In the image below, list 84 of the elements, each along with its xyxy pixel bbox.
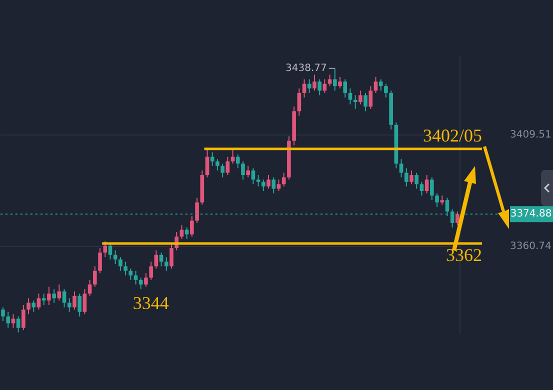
candlestick (276, 179, 281, 192)
candlestick (368, 86, 373, 110)
candlestick (190, 216, 194, 238)
ref-line-label: 3362 (446, 245, 482, 266)
candlestick (108, 242, 112, 260)
candlestick (138, 277, 143, 290)
annotation: 3344 (132, 292, 169, 313)
candlestick (154, 250, 158, 270)
y-tick-label: 3409.51 (510, 130, 552, 141)
candlestick (92, 266, 97, 288)
candlestick (435, 192, 439, 208)
candlestick (338, 76, 342, 89)
candlestick (36, 293, 41, 310)
candlestick (88, 279, 92, 296)
candlestick (404, 168, 408, 187)
candlestick (226, 156, 230, 176)
candlestick (195, 197, 199, 224)
candlestick (1, 306, 5, 322)
candlestick (230, 149, 235, 164)
candlestick (282, 172, 286, 187)
candlestick (205, 147, 210, 178)
candlestick (307, 78, 312, 94)
annotation: 3402/05 (422, 126, 482, 146)
candlestick (220, 163, 224, 178)
candlestick (78, 293, 82, 317)
candlestick (318, 78, 322, 96)
candlestick (312, 74, 316, 92)
candlestick (113, 250, 118, 264)
candlestick (52, 288, 56, 304)
candlestick (440, 195, 444, 206)
candlestick (358, 90, 362, 105)
candlestick (364, 92, 368, 112)
candlestick (6, 311, 10, 328)
candlestick (328, 74, 332, 87)
candlestick (414, 172, 419, 190)
candlestick (374, 76, 378, 94)
y-tick-label: 3360.74 (510, 240, 552, 252)
candlestick (302, 78, 306, 98)
candlestick (430, 176, 434, 201)
candlestick (384, 83, 388, 98)
candlestick (184, 227, 189, 240)
candlestick (170, 242, 174, 270)
candlestick (149, 261, 153, 280)
candlestick (378, 78, 383, 92)
candlestick (399, 158, 404, 178)
candlestick (241, 160, 245, 180)
candlestick (144, 272, 148, 288)
candlestick (128, 268, 133, 280)
candlestick (118, 256, 122, 272)
candlestick (424, 174, 429, 194)
candlestick (210, 152, 214, 166)
candlestick (420, 181, 424, 196)
annotation: 3438.77 (286, 62, 327, 74)
candlestick (103, 240, 108, 258)
candlestick (332, 68, 337, 92)
candlestick (26, 298, 30, 315)
ref-line-label: 3374.88 (510, 208, 552, 220)
candlestick (124, 261, 128, 276)
candlestick (251, 168, 256, 185)
candlestick (11, 314, 16, 328)
candlestick (16, 316, 20, 333)
candlestick (164, 256, 168, 272)
candlestick (456, 211, 460, 226)
candlestick (42, 293, 46, 306)
candlestick (236, 154, 240, 169)
candlestick (22, 304, 26, 331)
candlestick (266, 174, 270, 190)
candlestick (32, 300, 36, 312)
candlestick (134, 270, 138, 286)
candlestick (256, 174, 260, 187)
candlestick (410, 170, 414, 185)
candlestick (216, 158, 220, 171)
candlestick (72, 290, 76, 310)
candlestick (343, 78, 348, 98)
candlestick (297, 88, 302, 116)
candlestick (262, 179, 266, 192)
candlestick (62, 288, 66, 308)
candlestick (47, 286, 51, 306)
candlestick (348, 88, 352, 105)
candlestick (82, 288, 87, 315)
candlestick (246, 165, 250, 178)
candlestick (272, 176, 276, 194)
candlestick (98, 248, 102, 274)
candlestick (67, 298, 72, 312)
